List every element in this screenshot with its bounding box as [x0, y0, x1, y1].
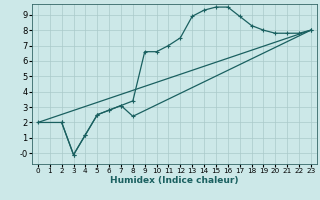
X-axis label: Humidex (Indice chaleur): Humidex (Indice chaleur)	[110, 176, 239, 185]
